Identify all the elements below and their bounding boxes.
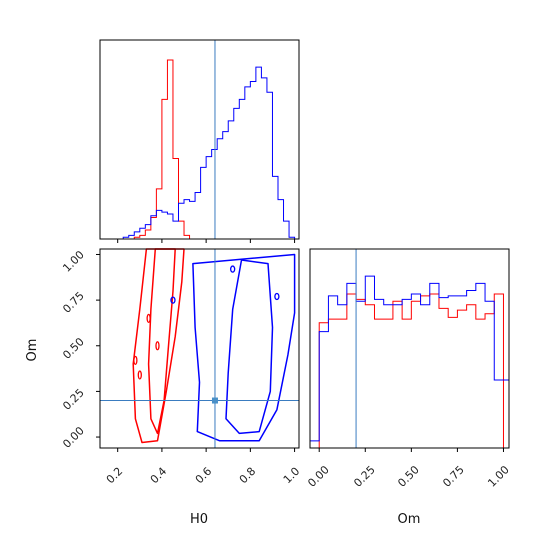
om-x-tick-label: 0.25	[351, 463, 378, 490]
red-contour	[132, 248, 185, 444]
red-contour-island	[137, 370, 142, 380]
joint-x-tick-label: 1.0	[281, 465, 303, 487]
truth-marker	[211, 397, 218, 404]
blue-h0-histogram	[106, 66, 296, 240]
blue-om-histogram	[309, 275, 510, 448]
om-y-axis-label: Om	[25, 339, 40, 362]
joint-x-tick-label: 0.8	[237, 465, 259, 487]
om-x-tick-label: 0.00	[305, 463, 332, 490]
om-histogram-frame	[309, 248, 510, 449]
blue-contour-island	[274, 292, 280, 301]
joint-y-tick-label: 1.00	[60, 248, 87, 275]
joint-x-tick-label: 0.6	[193, 465, 215, 487]
h0-histogram-frame	[99, 39, 300, 240]
red-contour-island	[133, 355, 138, 366]
joint-y-tick-label: 0.00	[60, 424, 87, 451]
om-histogram-panel	[309, 248, 510, 452]
red-h0-histogram	[106, 59, 295, 240]
red-contour-island	[146, 313, 151, 324]
joint-y-tick-label: 0.50	[60, 335, 87, 362]
h0-axis-label: H0	[190, 512, 208, 527]
joint-x-tick-label: 0.4	[148, 465, 170, 487]
joint-y-tick-label: 0.25	[60, 386, 87, 413]
om-x-axis-label: Om	[398, 512, 421, 527]
red-contour	[147, 248, 176, 435]
red-contour-island	[155, 341, 160, 351]
blue-contour	[192, 253, 296, 442]
blue-contour-island	[230, 265, 236, 273]
h0-histogram-panel	[99, 39, 300, 243]
joint-x-tick-label: 0.2	[104, 465, 126, 487]
joint-y-tick-label: 0.75	[60, 289, 87, 316]
blue-contour	[225, 259, 274, 435]
om-x-tick-label: 0.50	[395, 463, 422, 490]
om-x-tick-label: 0.75	[440, 463, 467, 490]
blue-contour-island	[170, 296, 176, 304]
red-om-histogram	[310, 293, 509, 449]
joint-scatter-panel	[96, 248, 300, 452]
om-x-tick-label: 1.00	[485, 463, 512, 490]
joint-frame	[99, 248, 300, 449]
